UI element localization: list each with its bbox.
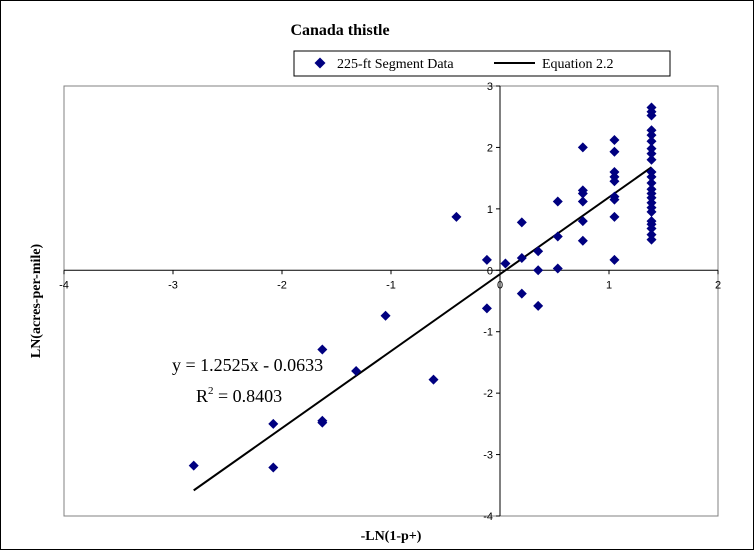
data-point (516, 217, 527, 228)
data-point (646, 136, 657, 147)
data-point (317, 344, 328, 355)
data-point (609, 194, 620, 205)
x-tick-labels: -4 -3 -2 -1 0 1 2 (59, 279, 721, 291)
data-point (577, 142, 588, 153)
data-point (380, 310, 391, 321)
legend-box (293, 50, 671, 77)
y-tick-label: 0 (487, 265, 493, 277)
y-tick-label: -3 (483, 450, 493, 462)
data-point (516, 288, 527, 299)
y-tick-label: 2 (487, 142, 493, 154)
data-point (609, 146, 620, 157)
data-point (646, 148, 657, 159)
x-axis-label: -LN(1-p+) (361, 529, 422, 544)
r-squared-symbol: R (196, 386, 208, 406)
y-tick-label: -1 (483, 327, 493, 339)
legend-label-equation: Equation 2.2 (542, 57, 614, 72)
x-tick-label: -2 (277, 279, 287, 291)
x-tick-label: -3 (168, 279, 178, 291)
fit-line-group (193, 166, 653, 492)
axes (63, 85, 719, 517)
data-point (646, 234, 657, 245)
regression-line (193, 166, 653, 492)
data-point (577, 196, 588, 207)
legend: 225-ft Segment Data Equation 2.2 (293, 50, 671, 77)
y-tick-label: 3 (487, 81, 493, 93)
chart-title: Canada thistle (290, 22, 389, 39)
x-tick-label: 1 (606, 279, 612, 291)
data-point (268, 462, 279, 473)
legend-marker-diamond (314, 57, 326, 69)
y-tick-labels: -4 -3 -2 -1 0 1 2 3 (483, 81, 493, 523)
y-tick-label: -2 (483, 388, 493, 400)
equation-annotation: y = 1.2525x - 0.0633 (172, 355, 323, 375)
data-point (481, 254, 492, 265)
data-point (317, 417, 328, 428)
data-point (533, 246, 544, 257)
data-point (577, 216, 588, 227)
r-squared-value: = 0.8403 (214, 386, 283, 406)
data-point (533, 265, 544, 276)
data-point (609, 254, 620, 265)
data-point (646, 154, 657, 165)
data-point (609, 135, 620, 146)
data-point (577, 235, 588, 246)
data-point (451, 211, 462, 222)
data-point (351, 366, 362, 377)
y-axis-label: LN(acres-per-mile) (29, 244, 44, 359)
data-point (533, 300, 544, 311)
data-point (516, 253, 527, 263)
x-tick-label: 0 (497, 279, 503, 291)
r-squared-exponent: 2 (208, 385, 214, 397)
data-point (646, 223, 657, 234)
data-point (646, 130, 657, 141)
data-point (609, 211, 620, 222)
data-point (481, 303, 492, 314)
data-point (428, 374, 439, 385)
data-point (500, 258, 511, 269)
data-point (646, 110, 657, 121)
r-squared-annotation: R2 = 0.8403 (196, 385, 282, 406)
x-tick-label: -1 (386, 279, 396, 291)
data-point (552, 231, 563, 242)
data-point (577, 188, 588, 199)
data-point (646, 206, 657, 217)
data-point (552, 263, 563, 274)
data-point (646, 171, 657, 182)
plot-area (63, 85, 719, 517)
data-point (646, 178, 657, 189)
data-point (268, 418, 279, 429)
y-tick-label: -4 (483, 511, 493, 523)
x-tick-label: -4 (59, 279, 69, 291)
data-point (609, 176, 620, 187)
data-point (552, 196, 563, 207)
x-tick-label: 2 (715, 279, 721, 291)
data-point (188, 460, 199, 471)
y-tick-label: 1 (487, 204, 493, 216)
data-points (188, 102, 657, 473)
legend-label-segment-data: 225-ft Segment Data (337, 57, 454, 72)
